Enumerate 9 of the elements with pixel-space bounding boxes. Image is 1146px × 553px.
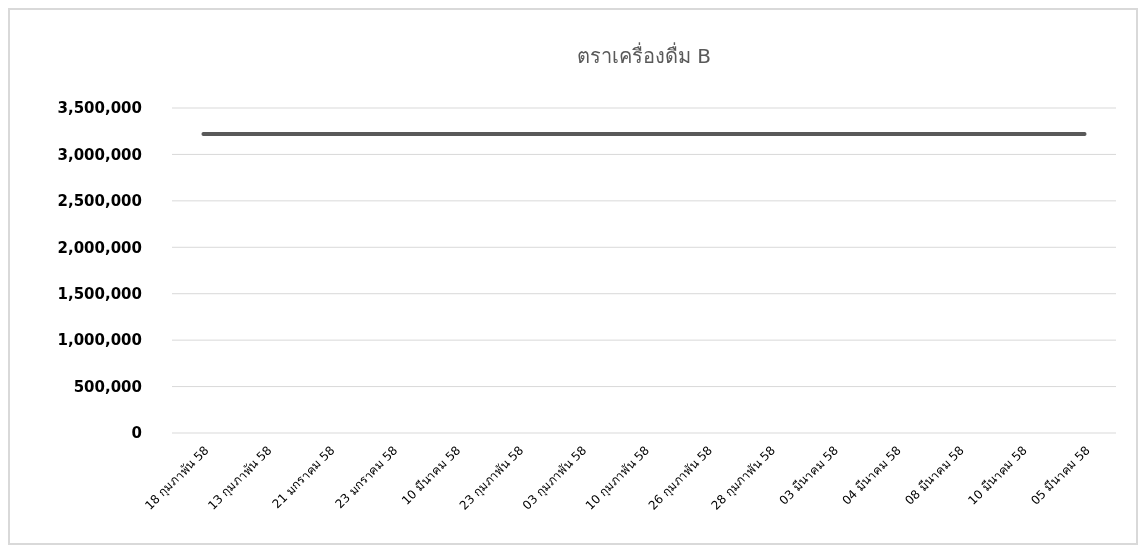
- y-tick-label: 0: [131, 424, 142, 443]
- y-tick-label: 3,500,000: [57, 99, 142, 118]
- y-tick-label: 2,000,000: [57, 238, 142, 257]
- y-tick-label: 1,500,000: [57, 284, 142, 303]
- y-tick-label: 3,000,000: [57, 145, 142, 164]
- chart-title: ตราเครื่องดื่ม B: [576, 42, 712, 68]
- y-tick-label: 2,500,000: [57, 192, 142, 211]
- y-tick-label: 500,000: [73, 377, 142, 396]
- y-tick-label: 1,000,000: [57, 331, 142, 350]
